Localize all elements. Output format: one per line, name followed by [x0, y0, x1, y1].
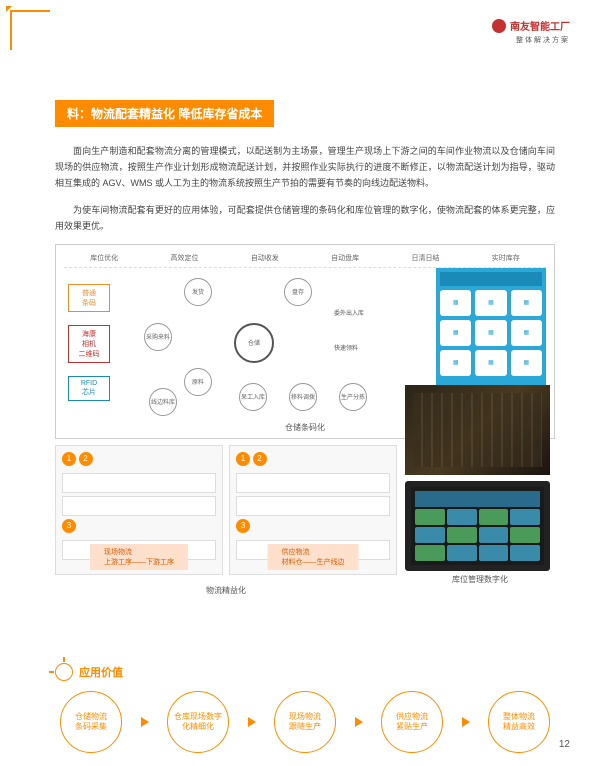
panel-label-left: 现场物流 上游工序——下游工序: [90, 544, 188, 570]
arrow-icon: [355, 717, 363, 727]
tag-rfid: RFID芯片: [68, 376, 110, 401]
corner-decoration: [10, 10, 50, 50]
flow-graph: 仓储 发货 盘存 采购来料 原料 线边料库 呆工入库 移料调拨 生产分拣 委外出…: [114, 268, 430, 418]
node-label: 快速领料: [334, 343, 358, 352]
hdr: 高效定位: [170, 253, 198, 263]
hdr: 自动收发: [251, 253, 279, 263]
hdr: 实时库存: [492, 253, 520, 263]
paragraph-1: 面向生产制造和配套物流分离的管理模式，以配送制为主场景，管理生产现场上下游之间的…: [55, 143, 555, 192]
tag-qr: 海康相机二维码: [68, 325, 110, 363]
value-node: 现场物流跟随生产: [274, 691, 336, 753]
value-node: 供应物流紧贴生产: [381, 691, 443, 753]
value-chain: 仓储物流条码采集 仓库现场数字化精细化 现场物流跟随生产 供应物流紧贴生产 整体…: [55, 691, 555, 753]
value-node: 仓储物流条码采集: [60, 691, 122, 753]
node: 呆工入库: [239, 383, 267, 411]
tag-column: 普通条码 海康相机二维码 RFID芯片: [64, 268, 114, 418]
brand-logo-mark: [492, 19, 506, 33]
node: 发货: [184, 278, 212, 306]
value-title: 应用价值: [79, 664, 123, 680]
node: 线边料库: [149, 388, 177, 416]
tag-barcode: 普通条码: [68, 284, 110, 312]
brand-name: 南友智能工厂: [510, 18, 570, 33]
page-number: 12: [559, 739, 570, 750]
node: 盘存: [284, 278, 312, 306]
right-image-column: 库位管理数字化: [405, 445, 555, 645]
warehouse-photo: [405, 385, 550, 475]
hdr: 日清日结: [411, 253, 439, 263]
value-header: 应用价值: [55, 663, 555, 681]
arrow-icon: [248, 717, 256, 727]
node-center: 仓储: [234, 323, 274, 363]
value-node: 整体物流精益高效: [488, 691, 550, 753]
bulb-icon: [55, 663, 73, 681]
arrow-icon: [462, 717, 470, 727]
pos-terminal-mock: [405, 481, 550, 571]
node: 采购来料: [144, 323, 172, 351]
panel-label-right: 供应物流 材料仓——生产线边: [268, 544, 359, 570]
diagram-header: 库位优化 高效定位 自动收发 自动盘库 日清日结 实时库存: [64, 253, 546, 268]
paragraph-2: 为使车间物流配套有更好的应用体验，可配套提供仓储管理的条码化和库位管理的数字化，…: [55, 202, 555, 234]
right-caption: 库位管理数字化: [405, 574, 555, 585]
brand-subtitle: 整体解决方案: [492, 35, 570, 45]
flow-panel-left: 1 2 3 现场物流 上游工序——下游工序: [55, 445, 223, 575]
flow-caption: 物流精益化: [55, 585, 397, 596]
node: 原料: [184, 368, 212, 396]
node-label: 委外出入库: [334, 308, 364, 317]
flow-panel-right: 1 2 3 供应物流 材料仓——生产线边: [229, 445, 397, 575]
arrow-icon: [141, 717, 149, 727]
hdr: 自动盘库: [331, 253, 359, 263]
node: 生产分拣: [339, 383, 367, 411]
brand-header: 南友智能工厂 整体解决方案: [492, 18, 570, 45]
value-node: 仓库现场数字化精细化: [167, 691, 229, 753]
hdr: 库位优化: [90, 253, 118, 263]
section-title: 料：物流配套精益化 降低库存省成本: [55, 100, 274, 127]
node: 移料调拨: [289, 383, 317, 411]
